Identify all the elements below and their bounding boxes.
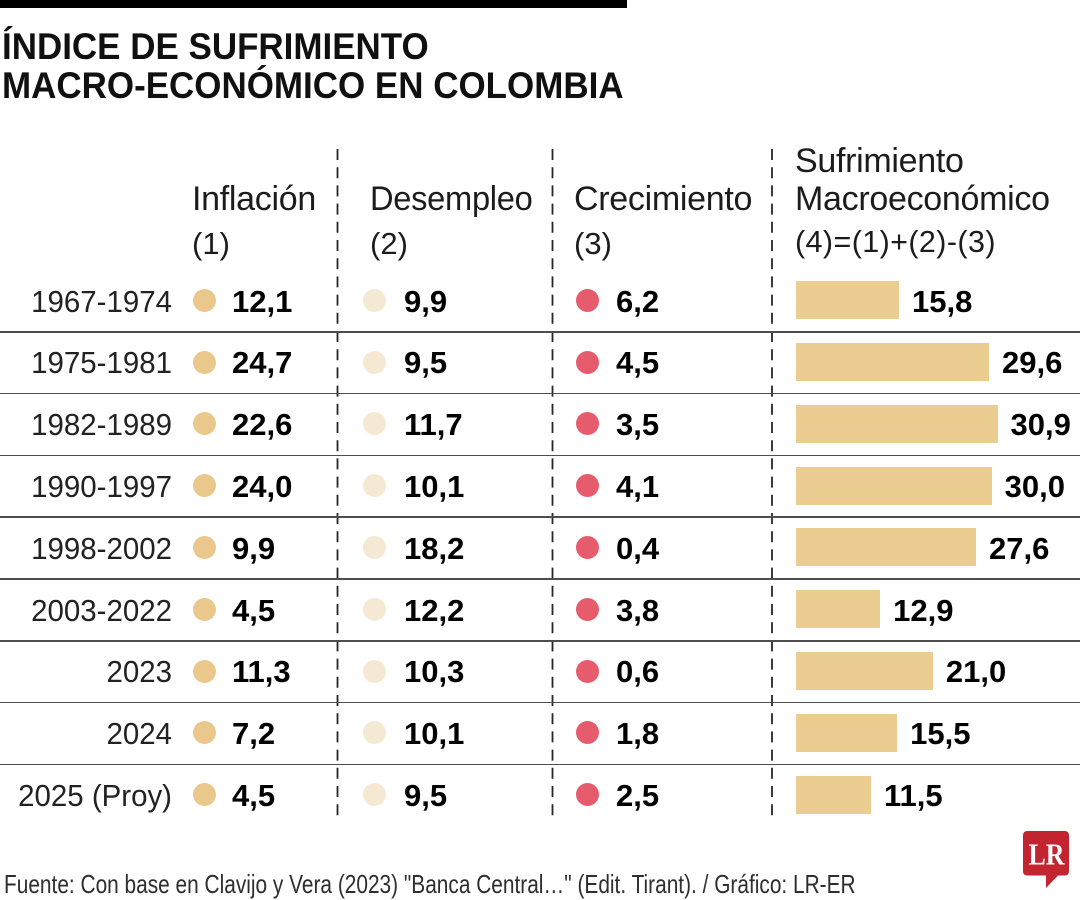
svg-text:LR: LR xyxy=(1029,836,1066,871)
